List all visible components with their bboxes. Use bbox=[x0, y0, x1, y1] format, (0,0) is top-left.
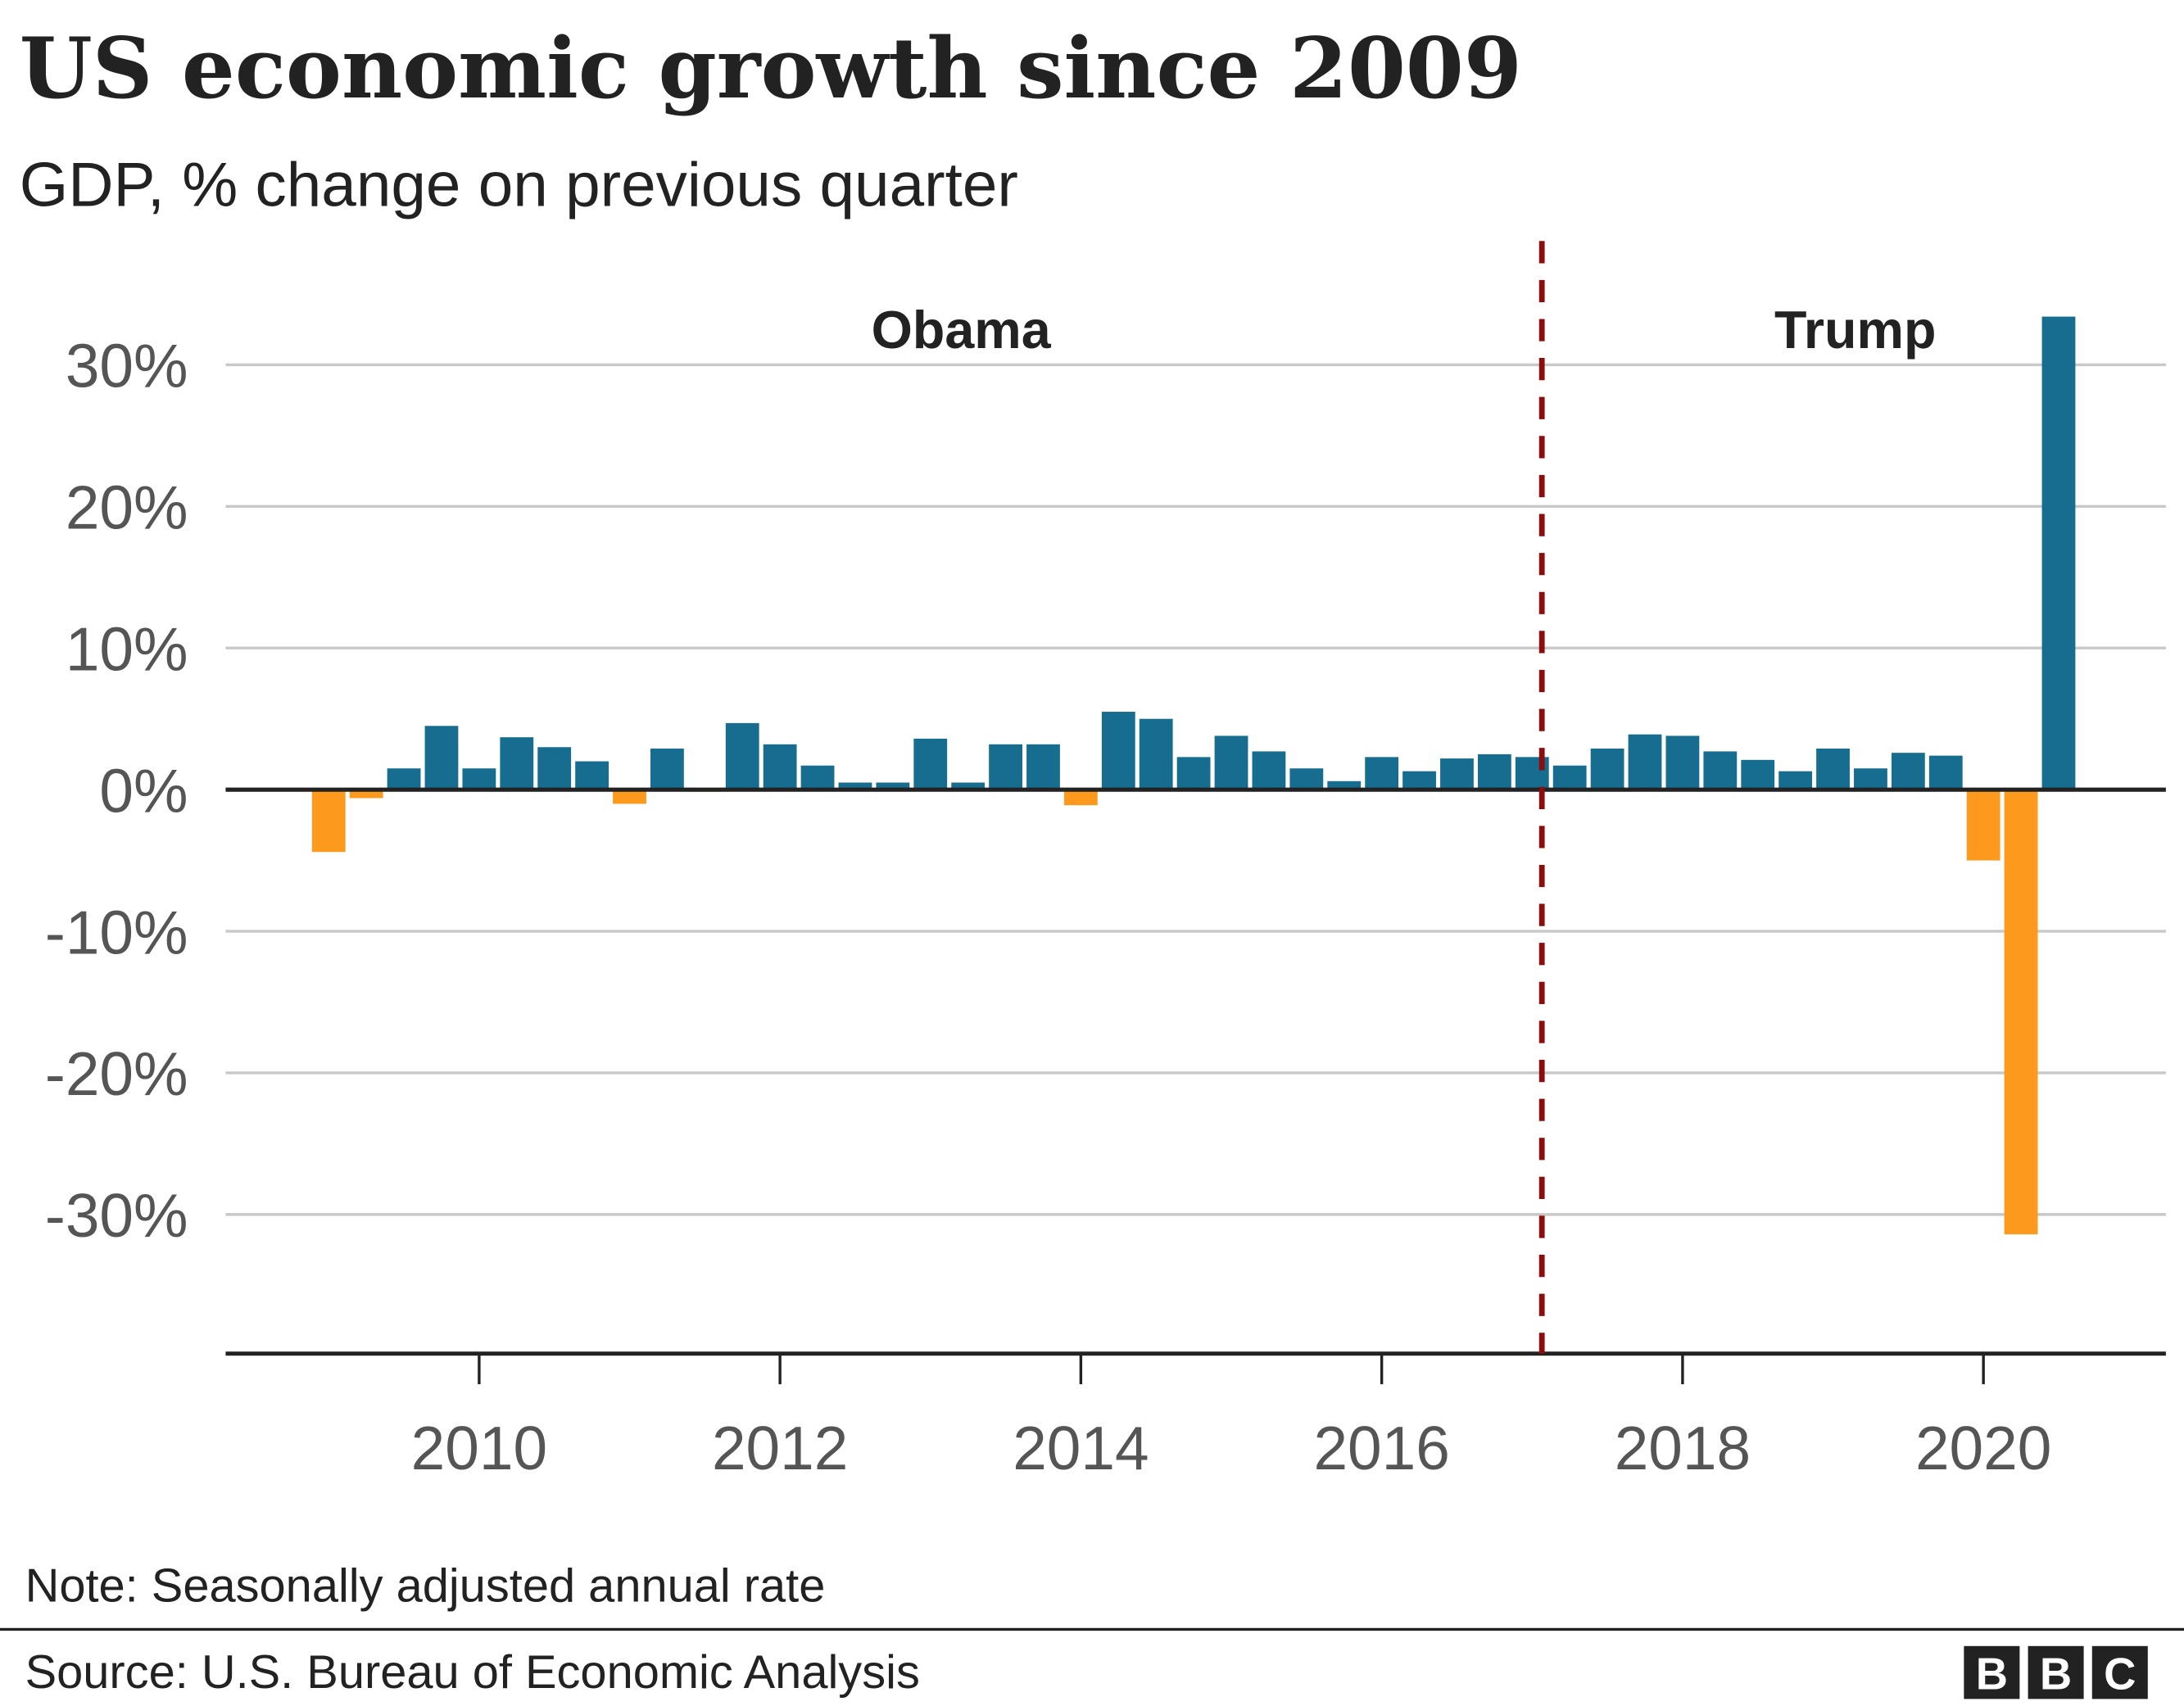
bar-2016Q4 bbox=[1477, 753, 1511, 790]
bbc-logo: B B C bbox=[1964, 1645, 2148, 1699]
bar-2015Q3 bbox=[1289, 768, 1324, 790]
bar-2019Q3 bbox=[1891, 753, 1925, 790]
bar-2018Q2 bbox=[1703, 751, 1738, 790]
bar-2012Q2 bbox=[800, 765, 835, 790]
bar-2011Q1 bbox=[613, 790, 646, 804]
bar-2015Q2 bbox=[1252, 751, 1286, 790]
bar-2015Q4 bbox=[1327, 781, 1362, 790]
y-tick-label: 30% bbox=[66, 332, 188, 400]
bar-2013Q3 bbox=[989, 744, 1022, 790]
y-tick-label: -10% bbox=[45, 898, 188, 966]
x-tick-label: 2020 bbox=[1915, 1414, 2051, 1482]
bar-2015Q1 bbox=[1214, 735, 1248, 790]
bar-2011Q4 bbox=[725, 722, 759, 790]
bar-2017Q2 bbox=[1552, 765, 1587, 790]
bar-2012Q3 bbox=[838, 782, 872, 790]
bar-2009Q1 bbox=[311, 790, 346, 853]
bar-2018Q3 bbox=[1741, 759, 1775, 790]
chart-title: US economic growth since 2009 bbox=[20, 20, 1522, 118]
bar-2014Q4 bbox=[1176, 757, 1211, 790]
bar-2011Q2 bbox=[650, 748, 684, 790]
svg-text:B: B bbox=[1976, 1649, 2008, 1699]
bar-2018Q4 bbox=[1778, 771, 1813, 790]
bar-2019Q1 bbox=[1816, 748, 1850, 790]
svg-text:B: B bbox=[2040, 1649, 2072, 1699]
chart-subtitle: GDP, % change on previous quarter bbox=[20, 151, 1018, 220]
bar-2009Q4 bbox=[424, 726, 459, 790]
bar-2013Q4 bbox=[1026, 744, 1060, 790]
bar-2020Q3 bbox=[2041, 316, 2076, 790]
bar-2017Q3 bbox=[1590, 748, 1624, 790]
bar-2012Q4 bbox=[876, 782, 910, 790]
y-tick-label: 10% bbox=[66, 614, 188, 683]
source: Source: U.S. Bureau of Economic Analysis bbox=[25, 1646, 920, 1699]
bar-2020Q1 bbox=[1966, 790, 2000, 861]
bar-2016Q3 bbox=[1440, 758, 1474, 790]
bar-2013Q2 bbox=[951, 782, 986, 790]
bar-2014Q3 bbox=[1139, 718, 1173, 790]
svg-text:C: C bbox=[2104, 1649, 2136, 1699]
x-tick-label: 2012 bbox=[712, 1414, 848, 1482]
bar-2012Q1 bbox=[763, 744, 797, 790]
annotation-trump: Trump bbox=[1774, 301, 1936, 360]
x-tick-label: 2010 bbox=[411, 1414, 547, 1482]
bar-2013Q1 bbox=[913, 738, 948, 790]
bar-2010Q1 bbox=[462, 768, 496, 790]
bar-2009Q2 bbox=[349, 790, 383, 799]
bar-2018Q1 bbox=[1665, 735, 1700, 790]
bar-2010Q4 bbox=[575, 761, 609, 790]
bar-2014Q2 bbox=[1101, 712, 1135, 790]
bar-2010Q3 bbox=[537, 747, 572, 790]
bar-2020Q2 bbox=[2004, 790, 2038, 1235]
y-tick-label: -30% bbox=[45, 1181, 188, 1250]
bar-2017Q4 bbox=[1628, 734, 1662, 790]
note: Note: Seasonally adjusted annual rate bbox=[25, 1559, 826, 1612]
bar-2016Q2 bbox=[1402, 771, 1436, 790]
bar-2016Q1 bbox=[1365, 757, 1399, 790]
x-tick-label: 2014 bbox=[1013, 1414, 1149, 1482]
bar-2009Q3 bbox=[387, 768, 421, 790]
y-tick-label: -20% bbox=[45, 1039, 188, 1108]
bar-2019Q2 bbox=[1854, 768, 1887, 790]
x-tick-label: 2018 bbox=[1615, 1414, 1751, 1482]
bar-2019Q4 bbox=[1928, 755, 1963, 790]
bar-2010Q2 bbox=[500, 737, 534, 790]
y-tick-label: 20% bbox=[66, 473, 188, 542]
bar-2014Q1 bbox=[1063, 790, 1098, 806]
y-tick-label: 0% bbox=[99, 756, 188, 825]
annotation-obama: Obama bbox=[872, 301, 1052, 360]
x-tick-label: 2016 bbox=[1313, 1414, 1449, 1482]
